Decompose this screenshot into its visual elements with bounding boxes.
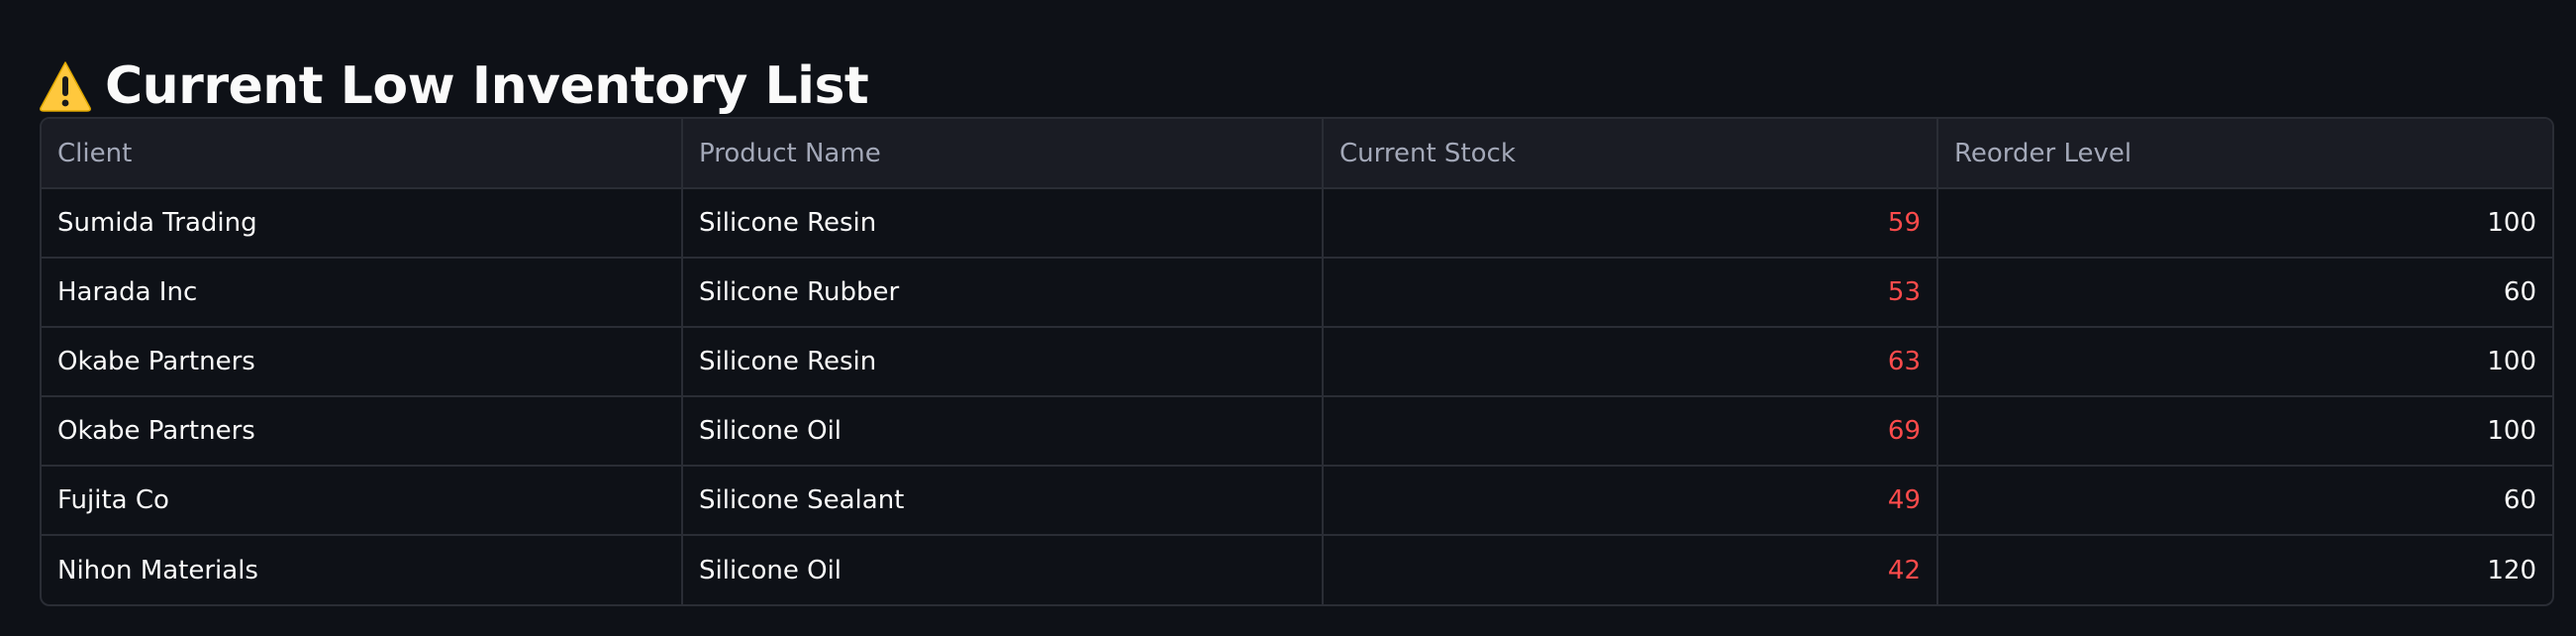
cell-product-name[interactable]: Silicone Resin: [682, 327, 1324, 397]
cell-reorder-level[interactable]: 60: [1937, 466, 2552, 536]
column-header-reorder-level[interactable]: Reorder Level: [1937, 119, 2552, 189]
cell-current-stock[interactable]: 42: [1323, 535, 1938, 604]
cell-product-name[interactable]: Silicone Rubber: [682, 258, 1324, 328]
table-header-row: Client Product Name Current Stock Reorde…: [42, 119, 2552, 189]
column-header-product-name[interactable]: Product Name: [682, 119, 1324, 189]
page-title-text: Current Low Inventory List: [105, 55, 869, 116]
cell-client[interactable]: Nihon Materials: [42, 535, 683, 604]
cell-client[interactable]: Okabe Partners: [42, 327, 683, 397]
cell-client[interactable]: Sumida Trading: [42, 188, 683, 259]
cell-reorder-level[interactable]: 60: [1937, 258, 2552, 328]
column-header-current-stock[interactable]: Current Stock: [1323, 119, 1938, 189]
page-title: Current Low Inventory List: [38, 54, 869, 118]
cell-reorder-level[interactable]: 100: [1937, 327, 2552, 397]
table-row[interactable]: Okabe Partners Silicone Resin 63 100: [42, 327, 2552, 397]
cell-client[interactable]: Okabe Partners: [42, 396, 683, 467]
cell-reorder-level[interactable]: 120: [2487, 555, 2536, 585]
cell-client[interactable]: Fujita Co: [42, 466, 683, 536]
table-row[interactable]: Fujita Co Silicone Sealant 49 60: [42, 466, 2552, 536]
cell-client[interactable]: Harada Inc: [42, 258, 683, 328]
cell-product-name[interactable]: Silicone Oil: [682, 396, 1324, 467]
warning-icon: [40, 61, 91, 112]
cell-reorder-level[interactable]: 100: [1937, 188, 2552, 259]
cell-current-stock[interactable]: 59: [1323, 188, 1938, 259]
cell-product-name[interactable]: Silicone Sealant: [682, 466, 1324, 536]
column-header-client[interactable]: Client: [42, 119, 683, 189]
table-row[interactable]: Harada Inc Silicone Rubber 53 60: [42, 258, 2552, 328]
cell-product-name[interactable]: Silicone Oil: [682, 535, 1324, 604]
inventory-table[interactable]: Client Product Name Current Stock Reorde…: [40, 117, 2554, 606]
table-row[interactable]: Okabe Partners Silicone Oil 69 100: [42, 396, 2552, 467]
table-row[interactable]: Nihon Materials Silicone Oil 42 120: [42, 535, 2552, 604]
table-row[interactable]: Sumida Trading Silicone Resin 59 100: [42, 188, 2552, 259]
cell-current-stock[interactable]: 53: [1323, 258, 1938, 328]
cell-reorder-level[interactable]: 100: [1937, 396, 2552, 467]
cell-current-stock[interactable]: 69: [1323, 396, 1938, 467]
cell-current-stock[interactable]: 63: [1323, 327, 1938, 397]
cell-current-stock[interactable]: 49: [1323, 466, 1938, 536]
cell-product-name[interactable]: Silicone Resin: [682, 188, 1324, 259]
